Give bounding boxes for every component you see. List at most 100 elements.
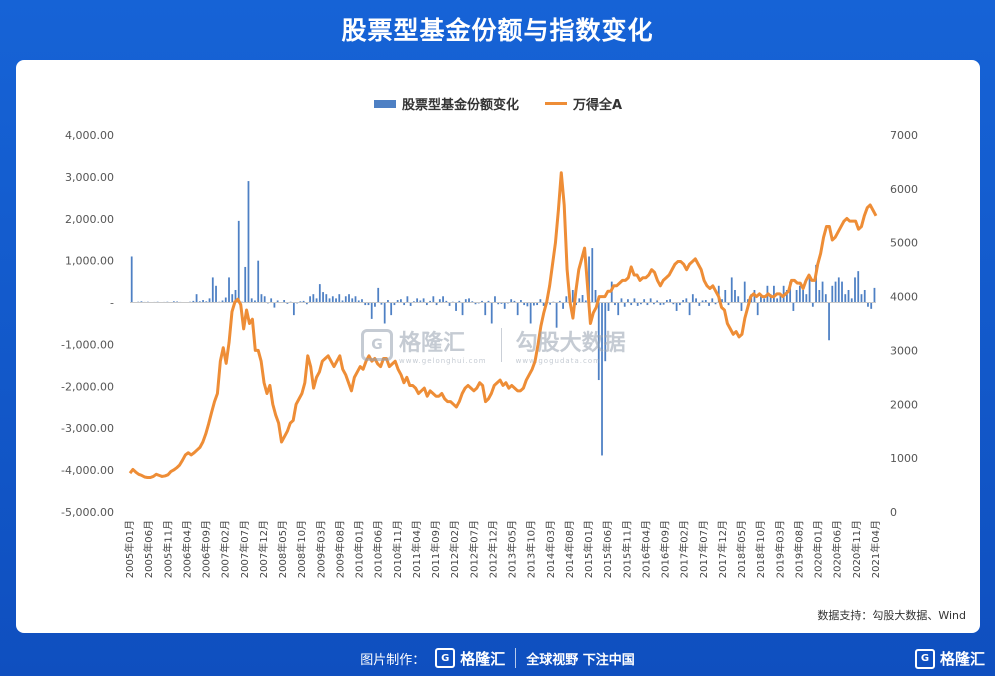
bar-fund-share-change	[195, 294, 198, 303]
right-axis-tick: 5000	[890, 237, 918, 250]
legend-bar-swatch	[373, 99, 396, 108]
x-axis-tick: 2005年11月	[161, 520, 174, 578]
bar-fund-share-change	[649, 298, 652, 303]
bar-fund-share-change	[811, 302, 814, 307]
bar-fund-share-change	[429, 300, 431, 303]
bar-fund-share-change	[263, 296, 266, 303]
bar-fund-share-change	[756, 302, 759, 316]
bar-fund-share-change	[737, 296, 740, 303]
bar-fund-share-change	[461, 302, 464, 316]
x-axis-tick: 2007年12月	[257, 520, 270, 578]
bar-fund-share-change	[211, 277, 214, 303]
bar-fund-share-change	[584, 300, 587, 303]
bar-fund-share-change	[400, 299, 402, 303]
right-axis-tick: 6000	[890, 183, 918, 196]
left-axis-tick: -	[110, 297, 114, 310]
x-axis-tick: 2008年05月	[276, 520, 289, 578]
bar-fund-share-change	[318, 284, 321, 303]
bar-fund-share-change	[604, 302, 607, 362]
bar-fund-share-change	[198, 301, 201, 303]
bar-fund-share-change	[523, 302, 526, 306]
bar-fund-share-change	[351, 298, 354, 303]
bar-fund-share-change	[247, 181, 250, 303]
bar-fund-share-change	[208, 298, 211, 303]
left-axis-tick: 4,000.00	[65, 129, 114, 142]
bar-fund-share-change	[873, 287, 876, 303]
footer-brand: G 格隆汇	[435, 648, 505, 669]
x-axis-tick: 2020年06月	[831, 520, 844, 578]
watermark-data-brand: 勾股大数据	[515, 331, 626, 356]
left-axis-tick: -4,000.00	[61, 464, 114, 477]
bar-fund-share-change	[773, 285, 775, 303]
brand-logo-icon: G	[435, 648, 456, 668]
x-axis-tick: 2017年07月	[697, 520, 710, 578]
bar-fund-share-change	[228, 277, 230, 303]
bar-fund-share-change	[510, 299, 513, 303]
bar-fund-share-change	[867, 302, 869, 307]
bar-fund-share-change	[286, 302, 289, 304]
bar-fund-share-change	[422, 298, 425, 303]
bar-fund-share-change	[808, 277, 811, 303]
bar-fund-share-change	[760, 294, 762, 303]
bar-fund-share-change	[656, 300, 659, 303]
watermark-data-url: www.gogudata.com	[515, 357, 601, 365]
bar-fund-share-change	[270, 298, 273, 303]
bar-fund-share-change	[685, 298, 688, 303]
bar-fund-share-change	[857, 271, 860, 303]
chart-card: 股票型基金份额变化 万得全A 4,000.00 3,000.00 2,000.00 1…	[16, 60, 980, 633]
bar-fund-share-change	[500, 302, 503, 304]
bar-fund-share-change	[850, 298, 853, 303]
bar-fund-share-change	[471, 301, 474, 303]
bar-fund-share-change	[714, 302, 717, 305]
bar-fund-share-change	[341, 300, 344, 303]
bar-fund-share-change	[315, 298, 318, 303]
bar-fund-share-change	[539, 299, 542, 303]
bar-fund-share-change	[591, 248, 594, 303]
x-axis-tick: 2014年08月	[563, 520, 576, 578]
bar-fund-share-change	[273, 302, 276, 308]
bar-fund-share-change	[513, 300, 516, 303]
bar-fund-share-change	[802, 289, 804, 303]
bar-fund-share-change	[743, 281, 746, 303]
x-axis-tick: 2007年02月	[219, 520, 232, 578]
x-axis-tick: 2013年10月	[525, 520, 538, 578]
bar-fund-share-change	[354, 296, 357, 303]
bar-fund-share-change	[636, 302, 639, 306]
footer-separator	[515, 648, 517, 668]
legend-bar-label: 股票型基金份额变化	[401, 98, 519, 113]
right-axis-tick: 3000	[890, 344, 918, 357]
bar-fund-share-change	[520, 300, 522, 303]
bar-fund-share-change	[665, 300, 668, 303]
data-source: 数据支持：勾股大数据、Wind	[817, 609, 966, 622]
bar-fund-share-change	[769, 294, 772, 303]
bar-fund-share-change	[821, 281, 824, 303]
bar-fund-share-change	[711, 298, 714, 303]
bar-fund-share-change	[594, 289, 597, 303]
bar-fund-share-change	[406, 296, 409, 303]
x-axis-tick: 2019年08月	[792, 520, 805, 578]
x-axis-tick: 2015年01月	[582, 520, 595, 578]
x-axis-tick: 2012年12月	[486, 520, 499, 578]
x-axis-tick: 2011年09月	[429, 520, 442, 578]
bar-fund-share-change	[695, 298, 697, 303]
footer: 图片制作： G 格隆汇 全球视野 下注中国	[0, 640, 995, 676]
bar-fund-share-change	[627, 299, 629, 303]
x-axis-tick: 2012年07月	[467, 520, 480, 578]
bar-fund-share-change	[276, 300, 279, 303]
x-axis-tick: 2005年06月	[142, 520, 155, 578]
bar-fund-share-change	[335, 298, 337, 303]
bar-fund-share-change	[481, 300, 483, 303]
bar-fund-share-change	[740, 302, 743, 311]
bar-fund-share-change	[643, 299, 646, 303]
bar-fund-share-change	[847, 289, 850, 303]
bar-fund-share-change	[250, 298, 253, 303]
bar-fund-share-change	[448, 302, 451, 306]
watermark: G 格隆汇 www.gelonghui.com 勾股大数据 www.goguda…	[361, 325, 626, 365]
bar-fund-share-change	[435, 302, 438, 306]
bar-fund-share-change	[393, 302, 396, 306]
bar-fund-share-change	[412, 301, 415, 303]
left-axis-tick: -1,000.00	[61, 338, 114, 351]
bar-fund-share-change	[526, 302, 529, 307]
bar-fund-share-change	[597, 302, 600, 381]
bar-fund-share-change	[357, 300, 360, 303]
